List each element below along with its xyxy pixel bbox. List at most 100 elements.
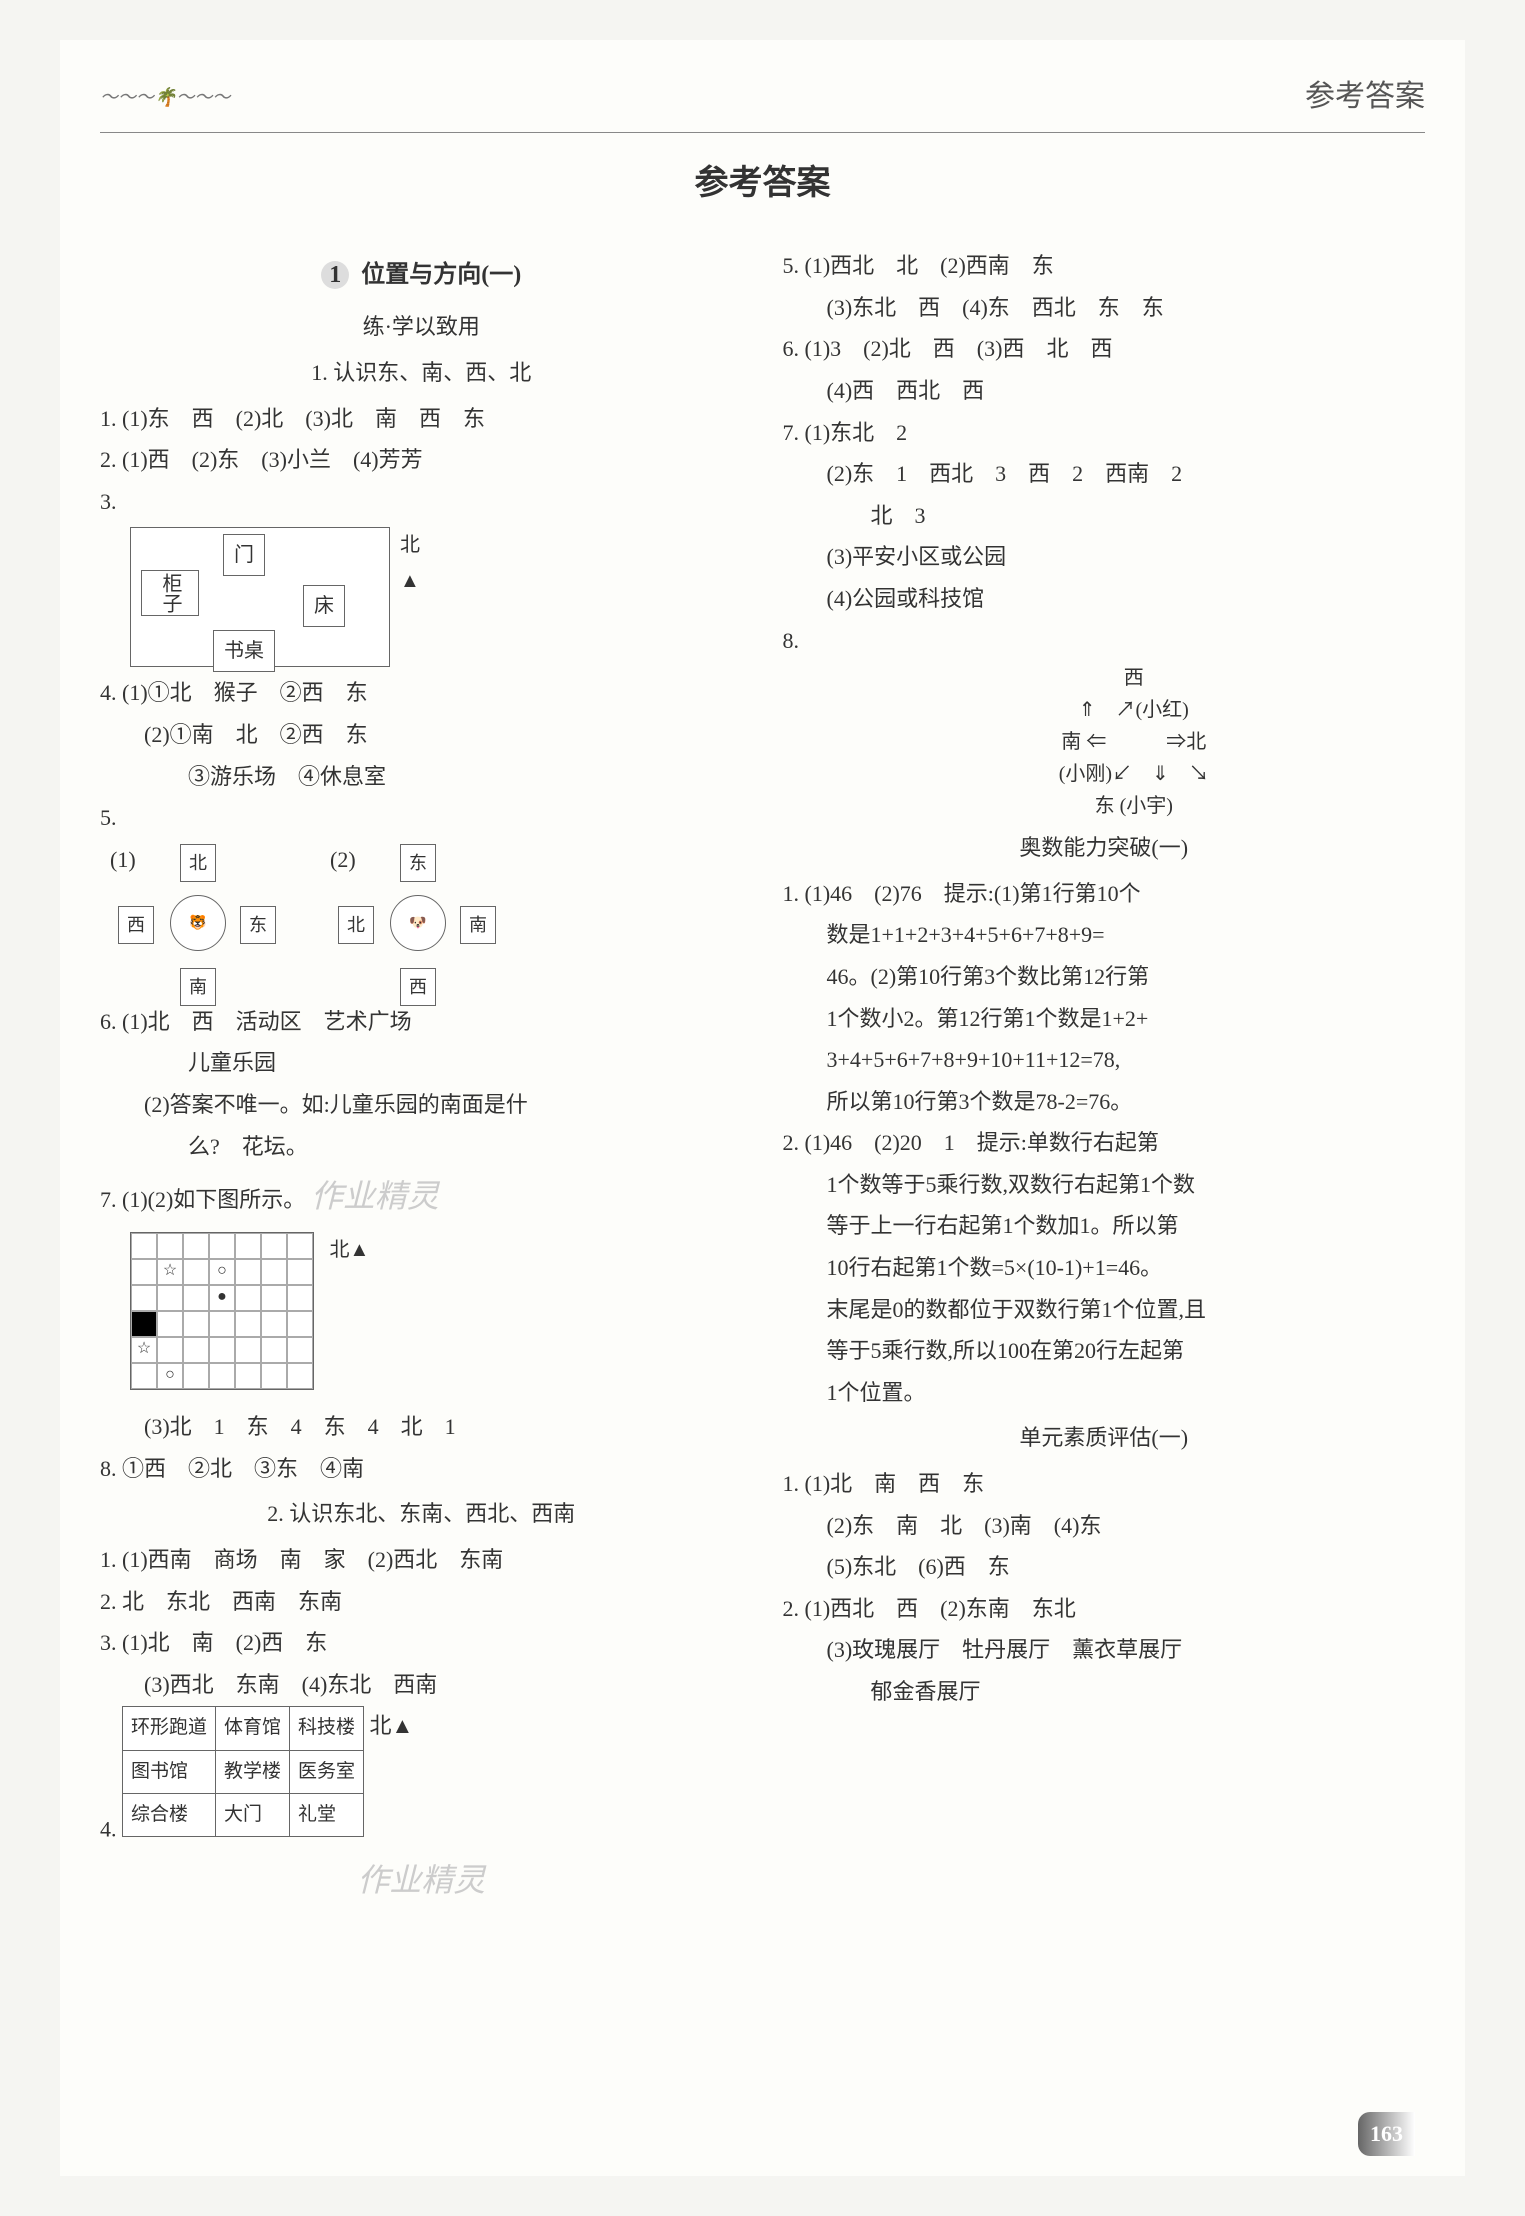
compass-2: (2) 东 南 西 北 🐶: [330, 840, 510, 1000]
grid-north: 北▲: [330, 1232, 370, 1268]
c1-right: 东: [240, 906, 276, 944]
north-text: 北: [400, 534, 420, 556]
sec2-title: 2. 认识东北、东南、西北、西南: [100, 1494, 743, 1534]
r-q5-1: 5. (1)西北 北 (2)西南 东: [783, 246, 1426, 286]
o1-3: 46。(2)第10行第3个数比第12行第: [783, 957, 1426, 997]
compass-pair: (1) 北 东 南 西 🐯 (2) 东 南 西 北 🐶: [110, 840, 743, 1000]
ad-4: 东 (小宇): [843, 790, 1426, 822]
o2-6: 等于5乘行数,所以100在第20行左起第: [783, 1331, 1426, 1371]
s2-q1: 1. (1)西南 商场 南 家 (2)西北 东南: [100, 1540, 743, 1580]
ad-2: 南 ⇐ ⇒北: [843, 726, 1426, 758]
u1-3: (5)东北 (6)西 东: [783, 1547, 1426, 1587]
cell: 体育馆: [216, 1707, 290, 1750]
c2-right: 南: [460, 906, 496, 944]
s2-q4: 4. 环形跑道体育馆科技楼 图书馆教学楼医务室 综合楼大门礼堂 北▲: [100, 1706, 743, 1849]
cell: 大门: [216, 1793, 290, 1836]
s2-q4-label: 4.: [100, 1817, 117, 1842]
q5-label: 5.: [100, 798, 743, 838]
chapter-num: 1: [321, 261, 349, 289]
o2-3: 等于上一行右起第1个数加1。所以第: [783, 1206, 1426, 1246]
s2-q3-2: (3)西北 东南 (4)东北 西南: [100, 1665, 743, 1705]
r-q7-3: (3)平安小区或公园: [783, 537, 1426, 577]
campus-table: 环形跑道体育馆科技楼 图书馆教学楼医务室 综合楼大门礼堂: [122, 1706, 364, 1837]
o1-6: 所以第10行第3个数是78-2=76。: [783, 1082, 1426, 1122]
sec1-title: 1. 认识东、南、西、北: [100, 353, 743, 393]
watermark-2: 作业精灵: [100, 1852, 743, 1910]
r-q6-1: 6. (1)3 (2)北 西 (3)西 北 西: [783, 329, 1426, 369]
c1-left: 西: [118, 906, 154, 944]
ad-1b: ⇑ ↗(小红): [843, 694, 1426, 726]
q7-3: (3)北 1 东 4 东 4 北 1: [100, 1407, 743, 1447]
left-column: 1 位置与方向(一) 练·学以致用 1. 认识东、南、西、北 1. (1)东 西…: [100, 244, 743, 1909]
q7-text: 7. (1)(2)如下图所示。: [100, 1187, 305, 1212]
c2-bottom: 西: [400, 968, 436, 1006]
s2-q3-1: 3. (1)北 南 (2)西 东: [100, 1623, 743, 1663]
room-door: 门: [223, 534, 265, 576]
columns: 1 位置与方向(一) 练·学以致用 1. 认识东、南、西、北 1. (1)东 西…: [100, 244, 1425, 1909]
header-right-label: 参考答案: [1305, 70, 1425, 124]
grid-diagram: ☆○ ● ☆ ○: [130, 1232, 314, 1390]
header-bar: ～～～🌴～～～ 参考答案: [100, 70, 1425, 133]
room-desk: 书桌: [213, 630, 275, 672]
practice-title: 练·学以致用: [100, 307, 743, 347]
cell: 综合楼: [123, 1793, 216, 1836]
s2-q2: 2. 北 东北 西南 东南: [100, 1582, 743, 1622]
header-decoration: ～～～🌴～～～: [100, 81, 230, 113]
r-q7-2: (2)东 1 西北 3 西 2 西南 2: [783, 454, 1426, 494]
c1-top: 北: [180, 844, 216, 882]
room-bed: 床: [303, 585, 345, 627]
o2-1: 2. (1)46 (2)20 1 提示:单数行右起第: [783, 1123, 1426, 1163]
o2-2: 1个数等于5乘行数,双数行右起第1个数: [783, 1165, 1426, 1205]
room-cabinet: 柜子: [141, 570, 199, 616]
o2-5: 末尾是0的数都位于双数行第1个位置,且: [783, 1290, 1426, 1330]
c2-center-icon: 🐶: [390, 895, 446, 951]
q6-2b: 么? 花坛。: [100, 1127, 743, 1167]
o1-4: 1个数小2。第12行第1个数是1+2+: [783, 999, 1426, 1039]
cell: 科技楼: [290, 1707, 364, 1750]
right-column: 5. (1)西北 北 (2)西南 东 (3)东北 西 (4)东 西北 东 东 6…: [783, 244, 1426, 1909]
q3-label: 3.: [100, 482, 743, 522]
c2-top: 东: [400, 844, 436, 882]
cell: 环形跑道: [123, 1707, 216, 1750]
q6-1: 6. (1)北 西 活动区 艺术广场: [100, 1002, 743, 1042]
r-q7-2b: 北 3: [783, 496, 1426, 536]
u2-2: (3)玫瑰展厅 牡丹展厅 薰衣草展厅: [783, 1630, 1426, 1670]
q4-2: (2)①南 北 ②西 东: [100, 715, 743, 755]
q2: 2. (1)西 (2)东 (3)小兰 (4)芳芳: [100, 440, 743, 480]
u1-2: (2)东 南 北 (3)南 (4)东: [783, 1506, 1426, 1546]
o1-5: 3+4+5+6+7+8+9+10+11+12=78,: [783, 1040, 1426, 1080]
c1-center-icon: 🐯: [170, 895, 226, 951]
q7-label: 7. (1)(2)如下图所示。 作业精灵: [100, 1168, 743, 1226]
compass2-tag: (2): [330, 840, 356, 880]
r-q8-label: 8.: [783, 621, 1426, 661]
room-north: 北 ▲: [400, 527, 420, 599]
c1-bottom: 南: [180, 968, 216, 1006]
ad-3: (小刚)↙ ⇓ ↘: [843, 758, 1426, 790]
compass-1: (1) 北 东 南 西 🐯: [110, 840, 290, 1000]
r-q6-2: (4)西 西北 西: [783, 371, 1426, 411]
olympiad-title: 奥数能力突破(一): [783, 828, 1426, 868]
o2-4: 10行右起第1个数=5×(10-1)+1=46。: [783, 1248, 1426, 1288]
r-q5-2: (3)东北 西 (4)东 西北 东 东: [783, 288, 1426, 328]
page: ～～～🌴～～～ 参考答案 参考答案 1 位置与方向(一) 练·学以致用 1. 认…: [60, 40, 1465, 2176]
q1: 1. (1)东 西 (2)北 (3)北 南 西 东: [100, 399, 743, 439]
q6-1b: 儿童乐园: [100, 1043, 743, 1083]
ad-1: 西: [843, 662, 1426, 694]
room-diagram: 门 柜子 床 书桌 北 ▲: [130, 527, 743, 667]
cell: 礼堂: [290, 1793, 364, 1836]
q4-3: ③游乐场 ④休息室: [100, 757, 743, 797]
grid-diagram-wrap: ☆○ ● ☆ ○ 北▲: [130, 1232, 743, 1402]
compass1-tag: (1): [110, 840, 136, 880]
main-title: 参考答案: [100, 153, 1425, 214]
q6-2: (2)答案不唯一。如:儿童乐园的南面是什: [100, 1085, 743, 1125]
chapter-text: 位置与方向(一): [361, 262, 521, 288]
cell: 图书馆: [123, 1750, 216, 1793]
cell: 医务室: [290, 1750, 364, 1793]
north-arrow-icon: ▲: [400, 570, 420, 592]
cell: 教学楼: [216, 1750, 290, 1793]
page-number: 163: [1358, 2112, 1415, 2156]
u2-1: 2. (1)西北 西 (2)东南 东北: [783, 1589, 1426, 1629]
q8: 8. ①西 ②北 ③东 ④南: [100, 1449, 743, 1489]
watermark-1: 作业精灵: [311, 1178, 439, 1214]
r-q7-4: (4)公园或科技馆: [783, 579, 1426, 619]
